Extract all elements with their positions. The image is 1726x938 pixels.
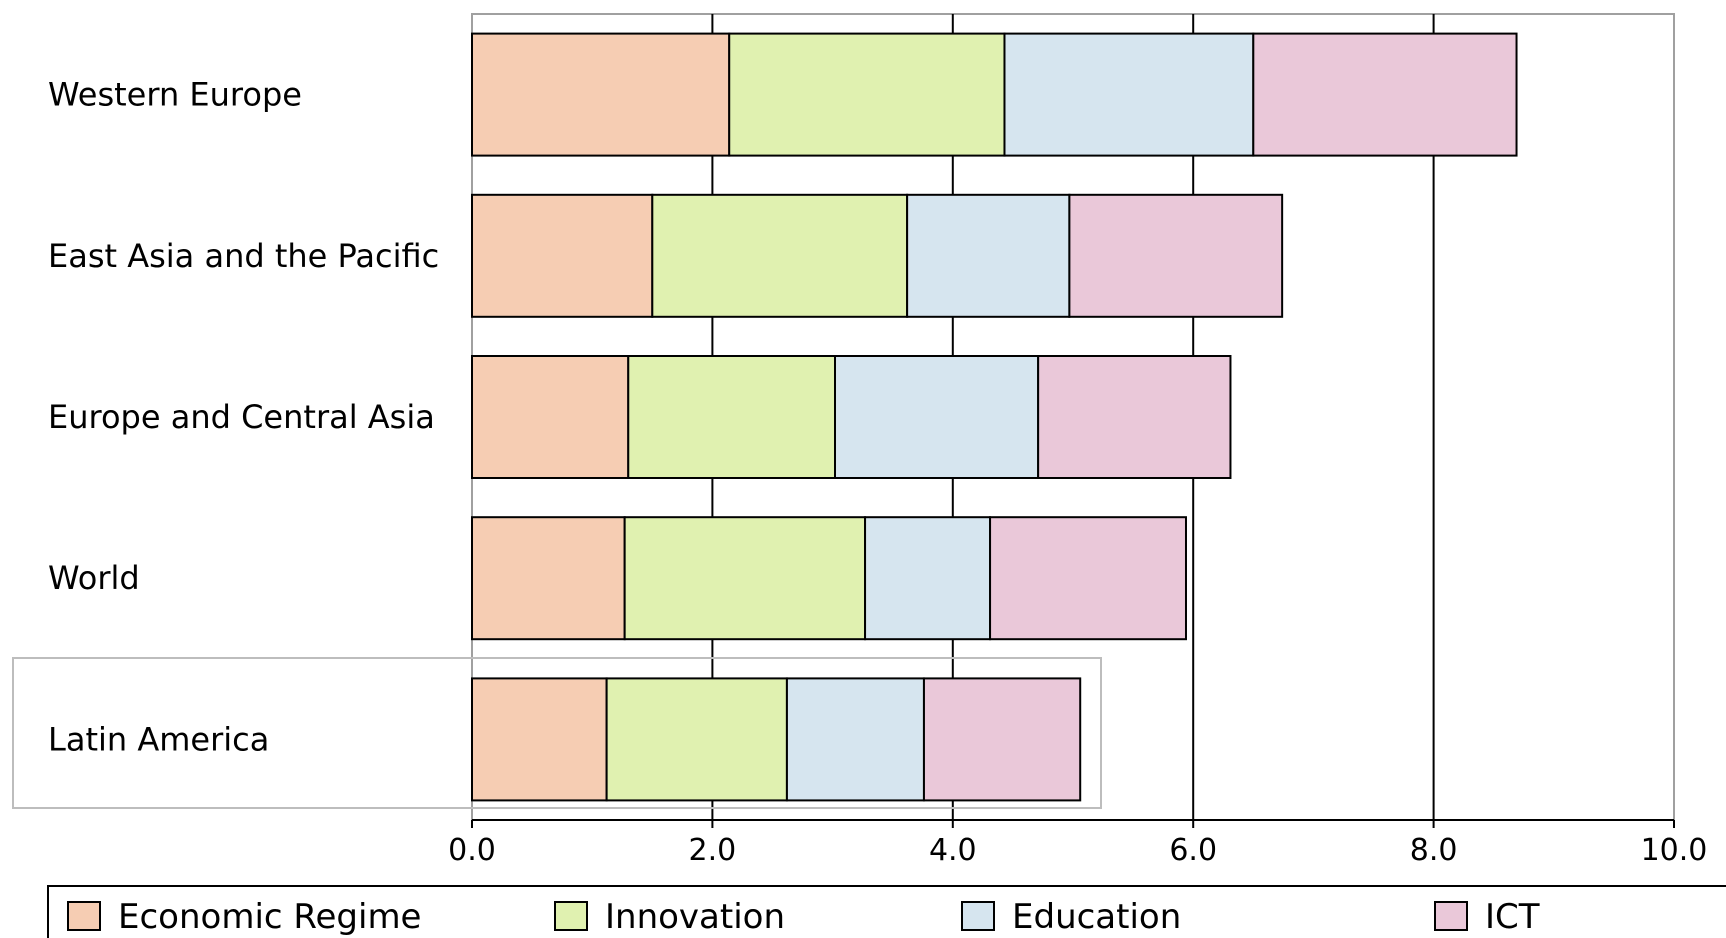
bar-segment: [471, 355, 630, 479]
bar-segment: [922, 677, 1082, 802]
bar-segment: [651, 193, 909, 318]
bar-segment: [471, 193, 654, 318]
bar-segment: [1003, 32, 1255, 157]
bar-segment: [1037, 355, 1232, 479]
bar-segment: [864, 516, 992, 641]
bar-segment: [785, 677, 925, 802]
category-label: World: [48, 559, 140, 597]
bar-segment: [471, 516, 626, 641]
bar-segment: [989, 516, 1187, 641]
bars: [471, 32, 1518, 802]
legend-swatch: [961, 901, 995, 931]
legend-swatch: [1434, 901, 1468, 931]
bar-segment: [1252, 32, 1518, 157]
x-axis: 0.0 2.0 4.0 6.0 8.0 10.0: [448, 819, 1708, 868]
category-label: Western Europe: [48, 76, 302, 114]
bar-segment: [471, 32, 731, 157]
bar-segment: [1068, 193, 1284, 318]
category-label: Latin America: [48, 720, 269, 758]
legend-label: ICT: [1485, 897, 1540, 937]
bar-segment: [627, 355, 837, 479]
x-tick-label: 8.0: [1410, 833, 1458, 868]
bar-segment: [605, 677, 788, 802]
category-labels: Western Europe East Asia and the Pacific E…: [48, 76, 439, 759]
bar-segment: [623, 516, 867, 641]
legend: Economic Regime Innovation Education ICT: [47, 885, 1726, 938]
legend-swatch: [67, 901, 101, 931]
legend-label: Education: [1012, 897, 1181, 937]
x-tick-label: 10.0: [1641, 833, 1708, 868]
category-label: East Asia and the Pacific: [48, 237, 439, 275]
legend-swatch: [554, 901, 588, 931]
legend-label: Economic Regime: [118, 897, 421, 937]
bar-segment: [728, 32, 1006, 157]
x-tick-label: 0.0: [448, 833, 496, 868]
bar-segment: [471, 677, 608, 802]
bar-segment: [906, 193, 1071, 318]
category-label: Europe and Central Asia: [48, 398, 435, 436]
x-tick-label: 6.0: [1169, 833, 1217, 868]
highlight-box: [12, 657, 1102, 809]
legend-label: Innovation: [605, 897, 785, 937]
x-tick-label: 4.0: [929, 833, 977, 868]
x-tick-label: 2.0: [689, 833, 737, 868]
bar-segment: [834, 355, 1040, 479]
